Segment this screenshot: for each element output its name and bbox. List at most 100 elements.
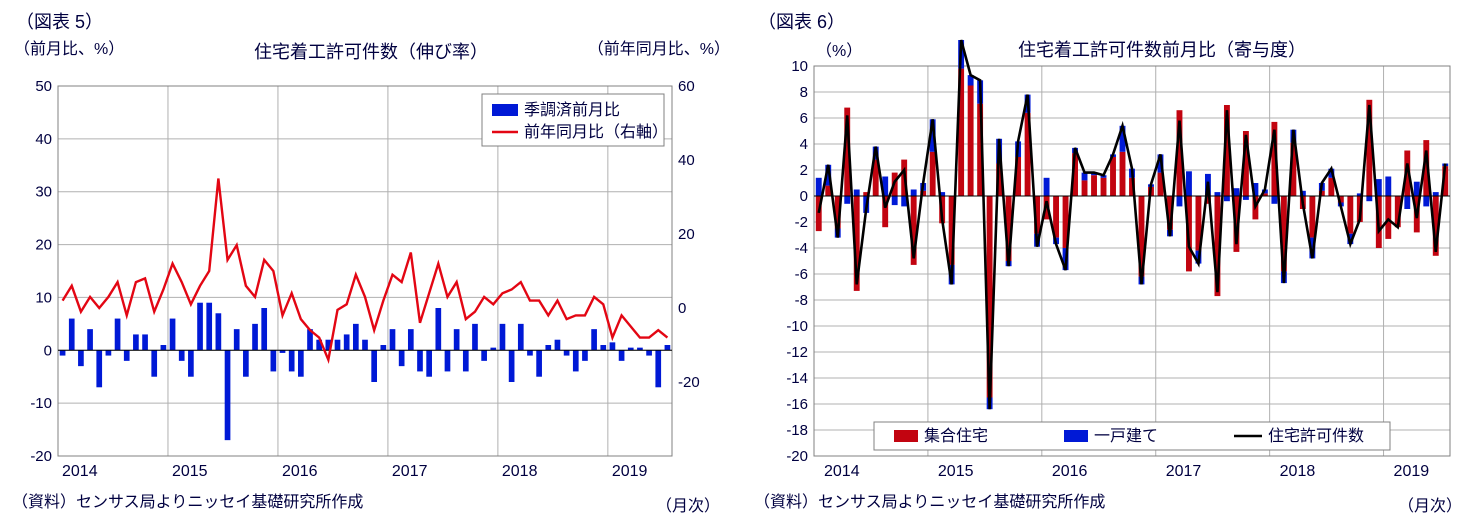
chart6-ytick: 2 <box>800 162 808 179</box>
chart5-ytick-right: 40 <box>678 152 695 169</box>
chart5-bar <box>435 308 441 350</box>
chart6-year-label: 2017 <box>1166 463 1202 480</box>
chart5-year-label: 2016 <box>282 463 318 480</box>
chart6-year-label: 2018 <box>1280 463 1316 480</box>
chart5-ytick-left: 0 <box>44 342 52 359</box>
chart5-bar <box>527 350 533 355</box>
chart5-bar <box>234 329 240 350</box>
chart5-bar <box>481 350 487 361</box>
chart6-bar-single <box>1214 192 1220 196</box>
chart6-panel: （図表 6） 住宅着工許可件数前月比（寄与度）（%）-20-18-16-14-1… <box>742 0 1484 522</box>
chart6-ytick: -2 <box>795 214 808 231</box>
chart6-bar-multi <box>1120 152 1126 196</box>
chart5-bar <box>69 319 75 351</box>
chart6-bar-multi <box>968 86 974 197</box>
chart5-bar <box>243 350 249 376</box>
chart6-bar-multi <box>1385 196 1391 239</box>
chart6-bar-single <box>1366 196 1372 201</box>
chart5-title: 住宅着工許可件数（伸び率） <box>254 42 488 62</box>
chart6-year-label: 2014 <box>824 463 860 480</box>
chart5-bar <box>536 350 542 376</box>
chart5-bar <box>96 350 102 387</box>
chart5-bar <box>445 350 451 371</box>
chart6-bar-single <box>1243 196 1249 200</box>
chart6-bar-multi <box>1101 178 1107 196</box>
chart6-bar-single <box>1414 182 1420 196</box>
chart6-legend-multi-swatch <box>894 430 918 442</box>
chart5-bar <box>454 329 460 350</box>
chart5-bar <box>619 350 625 361</box>
chart6-year-label: 2019 <box>1394 463 1430 480</box>
chart5-year-label: 2017 <box>392 463 428 480</box>
chart5-bar <box>390 329 396 350</box>
chart5-year-label: 2015 <box>172 463 208 480</box>
chart5-bar <box>298 350 304 376</box>
chart5-bar <box>252 324 258 350</box>
chart6-bar-single <box>1177 196 1183 206</box>
chart6-ytick: 10 <box>791 58 808 75</box>
chart6-bar-single <box>816 178 822 196</box>
chart5-right-unit: （前年同月比、%） <box>588 40 730 58</box>
chart5-ytick-right: -20 <box>678 374 700 391</box>
chart5-ytick-left: 10 <box>35 289 52 306</box>
chart6-x-unit: （月次） <box>1398 492 1462 516</box>
chart6-bar-multi <box>930 152 936 196</box>
chart5-bar <box>426 350 432 376</box>
chart6-ytick: -6 <box>795 266 808 283</box>
chart5-bar <box>106 350 112 355</box>
chart6-bar-multi <box>1082 180 1088 196</box>
chart5-bar <box>655 350 661 387</box>
chart5-bar <box>179 350 185 361</box>
chart6-bar-single <box>1224 196 1230 201</box>
chart6-bar-multi <box>1110 157 1116 196</box>
chart5-figure-label: （図表 5） <box>16 8 732 34</box>
chart5-bar <box>142 334 148 350</box>
chart5-bar <box>591 329 597 350</box>
chart6-bar-multi <box>1091 175 1097 196</box>
chart5-ytick-left: 50 <box>35 78 52 95</box>
chart5-bar <box>573 350 579 371</box>
chart5-legend-bar-label: 季調済前月比 <box>524 101 620 119</box>
chart6-title: 住宅着工許可件数前月比（寄与度） <box>1018 40 1306 60</box>
chart5-bar <box>646 350 652 355</box>
chart5-bar <box>161 345 167 350</box>
chart5-year-label: 2014 <box>62 463 98 480</box>
chart6-ytick: 8 <box>800 84 808 101</box>
chart6-ytick: -10 <box>786 318 808 335</box>
chart6-bar-single <box>1186 171 1192 196</box>
chart5-bar <box>197 303 203 351</box>
chart5-source: （資料）センサス局よりニッセイ基礎研究所作成 <box>12 488 732 512</box>
chart6-legend-total-label: 住宅許可件数 <box>1268 427 1364 445</box>
chart5-legend-line-label: 前年同月比（右軸） <box>524 123 668 141</box>
chart5-bar <box>545 345 551 350</box>
chart5-ytick-right: 60 <box>678 78 695 95</box>
chart5-bar <box>170 319 176 351</box>
chart5-bar <box>371 350 377 382</box>
chart6-figure-label: （図表 6） <box>758 8 1474 34</box>
chart5-bar <box>408 329 414 350</box>
chart6-ytick: -4 <box>795 240 808 257</box>
chart5-legend-bar-swatch <box>492 104 518 116</box>
chart6-bar-single <box>854 190 860 197</box>
chart6-bar-single <box>1423 196 1429 206</box>
chart5-ytick-right: 0 <box>678 300 686 317</box>
chart5-bar <box>289 350 295 371</box>
chart5-x-unit: （月次） <box>656 492 720 516</box>
chart5-line <box>63 179 668 360</box>
chart5-bar <box>353 324 359 350</box>
chart6-ytick: -16 <box>786 396 808 413</box>
chart6-bar-single <box>1044 178 1050 196</box>
chart6-legend-single-swatch <box>1064 430 1088 442</box>
chart5-ytick-right: 20 <box>678 226 695 243</box>
chart6-bar-multi <box>1309 196 1315 238</box>
chart5-bar <box>133 334 139 350</box>
chart5-bar <box>564 350 570 355</box>
chart5-bar <box>500 324 506 350</box>
chart5-bar <box>206 303 212 351</box>
chart6-unit: （%） <box>816 42 862 60</box>
chart6-svg: 住宅着工許可件数前月比（寄与度）（%）-20-18-16-14-12-10-8-… <box>752 36 1474 488</box>
chart5-bar <box>335 340 341 351</box>
chart5-bar <box>344 334 350 350</box>
chart5-svg: 住宅着工許可件数（伸び率）（前月比、%）（前年同月比、%）-20-1001020… <box>10 36 732 488</box>
chart5-bar <box>216 313 222 350</box>
